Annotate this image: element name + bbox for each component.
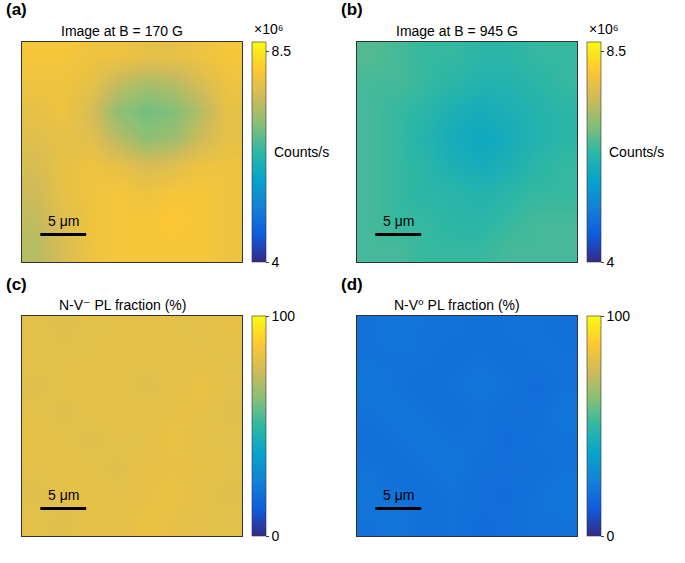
svg-text:(a): (a) [6,0,27,19]
svg-text:8.5: 8.5 [272,43,292,59]
svg-text:(d): (d) [341,275,363,294]
svg-text:4: 4 [272,254,280,270]
svg-text:Counts/s: Counts/s [609,144,664,160]
svg-text:Counts/s: Counts/s [274,144,329,160]
svg-text:0: 0 [272,528,280,544]
svg-text:Image at B = 170 G: Image at B = 170 G [61,23,183,39]
svg-text:5 μm: 5 μm [48,487,79,503]
svg-text:5 μm: 5 μm [383,213,414,229]
svg-text:5 μm: 5 μm [48,213,79,229]
svg-text:5 μm: 5 μm [383,487,414,503]
svg-text:100: 100 [607,308,631,324]
svg-text:100: 100 [272,308,296,324]
svg-text:N-V⁻ PL fraction (%): N-V⁻ PL fraction (%) [59,297,186,313]
svg-text:×10⁶: ×10⁶ [254,21,284,37]
svg-text:×10⁶: ×10⁶ [589,21,619,37]
svg-text:8.5: 8.5 [607,43,627,59]
svg-text:(c): (c) [6,275,27,294]
svg-text:Image at B = 945 G: Image at B = 945 G [396,23,518,39]
svg-text:N-V⁰ PL fraction (%): N-V⁰ PL fraction (%) [394,297,520,313]
svg-text:0: 0 [607,528,615,544]
svg-text:4: 4 [607,254,615,270]
svg-text:(b): (b) [341,0,363,19]
